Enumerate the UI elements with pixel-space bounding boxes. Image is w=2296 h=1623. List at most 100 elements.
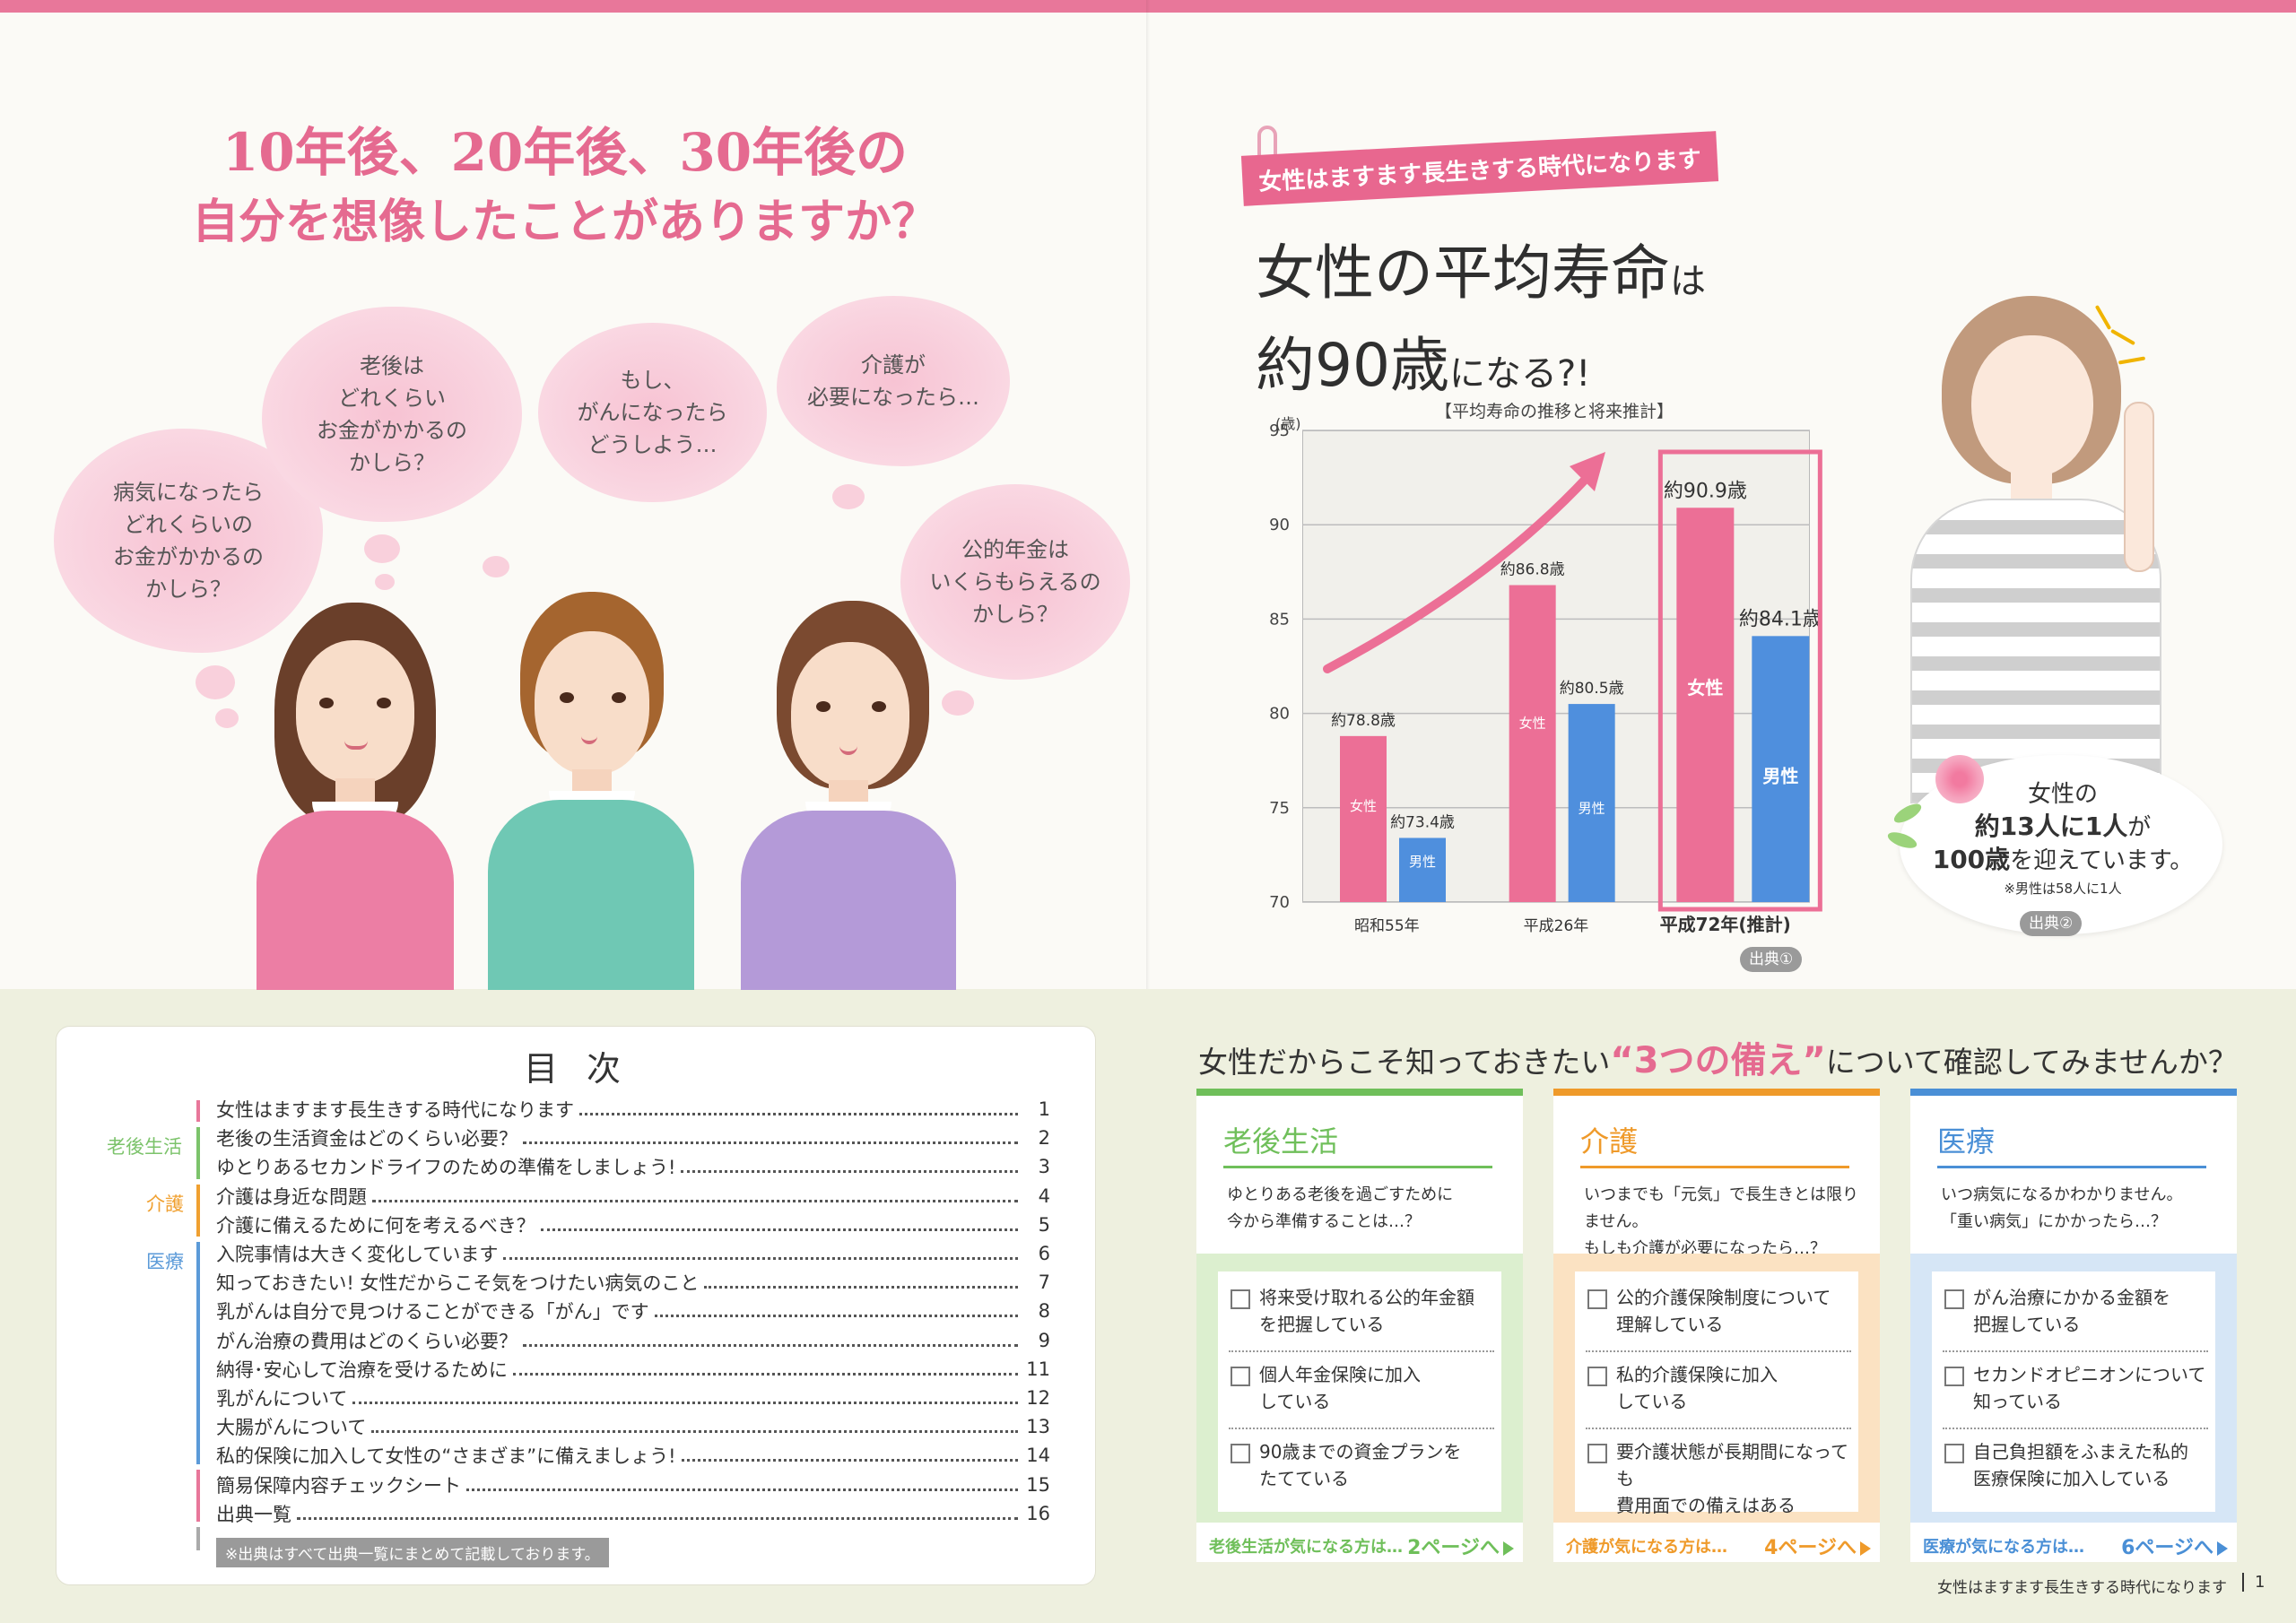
checkbox[interactable] (1231, 1444, 1250, 1463)
toc-title: 目 次 (523, 1049, 631, 1089)
toc-item[interactable]: 入院事情は大きく変化しています 6 (216, 1239, 1050, 1268)
headline-line1: 10年後、20年後、30年後の (222, 122, 909, 183)
toc-leader-dots (503, 1247, 1018, 1260)
checklist-item[interactable]: 個人年金保険に加入 している (1229, 1356, 1494, 1429)
card-page-link[interactable]: 2ページへ (1407, 1532, 1514, 1560)
checklist-text: 将来受け取れる公的年金額 を把握している (1259, 1287, 1474, 1335)
toc-item-page: 1 (1038, 1098, 1050, 1120)
checkbox[interactable] (1587, 1367, 1607, 1386)
toc-item-text: 私的保険に加入して女性の“さまざま”に備えましょう! (216, 1445, 676, 1468)
trend-arrow (1323, 473, 1592, 673)
card-checklist: 将来受け取れる公的年金額 を把握している 個人年金保険に加入 している 90歳までの… (1218, 1271, 1501, 1512)
checklist-text: がん治療にかかる金額を 把握している (1973, 1287, 2170, 1335)
toc-item[interactable]: 大腸がんについて 13 (216, 1412, 1050, 1441)
card-footer-text: 介護が気になる方は… (1566, 1538, 1727, 1557)
checklist-text: 個人年金保険に加入 している (1259, 1364, 1421, 1412)
card-title: 医療 (1937, 1124, 1996, 1159)
toc-leader-dots (372, 1190, 1018, 1202)
data-label: 約80.5歳 (1560, 680, 1624, 698)
toc-item[interactable]: 出典一覧 16 (216, 1499, 1050, 1528)
thought-cloud-pension: 公的年金は いくらもらえるの かしら？ (900, 484, 1130, 680)
bar-male (1399, 838, 1446, 902)
card-page-link[interactable]: 6ページへ (2121, 1532, 2228, 1560)
rose-icon (1935, 755, 1984, 803)
checkbox[interactable] (1587, 1289, 1607, 1309)
card-footer-text: 医療が気になる方は… (1923, 1538, 2084, 1557)
x-tick-label: 平成72年(推計) (1660, 914, 1791, 935)
bar-series-label: 男性 (1762, 766, 1798, 787)
toc-item[interactable]: 乳がんは自分で見つけることができる「がん」です 8 (216, 1297, 1050, 1325)
checklist-item[interactable]: セカンドオピニオンについて 知っている (1943, 1356, 2208, 1429)
toc-leader-dots (540, 1219, 1018, 1231)
thought-cloud-illness: 病気になったら どれくらいの お金がかかるの かしら？ (54, 429, 323, 653)
toc-item-page: 6 (1038, 1243, 1050, 1264)
toc-bar-medical (196, 1242, 200, 1464)
top-color-bar (0, 0, 2296, 13)
toc-item[interactable]: 女性はますます長生きする時代になります 1 (216, 1095, 1050, 1124)
info-text: 女性の 約13人に1人が 100歳を迎えています。 ※男性は58人に1人 (1932, 781, 2194, 897)
toc-item-page: 7 (1038, 1271, 1050, 1294)
y-tick-label: 85 (1269, 610, 1290, 629)
toc-leader-dots (297, 1507, 1018, 1520)
section-tag: 女性はますます長生きする時代になります (1240, 131, 1719, 206)
checkbox[interactable] (1587, 1444, 1607, 1463)
woman-illustration-pink (257, 603, 454, 990)
table-of-contents: 目 次 老後生活 介護 医療 女性はますます長生きする時代になります 1 老後の生活… (56, 1026, 1096, 1585)
data-label: 約84.1歳 (1739, 608, 1822, 630)
prep-title: 女性だからこそ知っておきたい“3つの備え”について確認してみませんか？ (1198, 1040, 2238, 1081)
checklist-item[interactable]: がん治療にかかる金額を 把握している (1943, 1279, 2208, 1352)
toc-item[interactable]: 知っておきたい! 女性だからこそ気をつけたい病気のこと 7 (216, 1268, 1050, 1297)
thought-bubble-dot (483, 556, 509, 577)
y-axis-unit: (歳) (1275, 415, 1301, 432)
toc-leader-dots (681, 1449, 1018, 1462)
checklist-item[interactable]: 私的介護保険に加入 している (1586, 1356, 1851, 1429)
toc-item[interactable]: ゆとりあるセカンドライフのための準備をしましょう! 3 (216, 1152, 1050, 1181)
checklist-item[interactable]: 90歳までの資金プランを たてている (1229, 1433, 1494, 1506)
highlight-box (1657, 449, 1822, 912)
toc-item-text: 乳がんは自分で見つけることができる「がん」です (216, 1301, 649, 1324)
toc-item-text: 老後の生活資金はどのくらい必要？ (216, 1128, 517, 1150)
checkbox[interactable] (1231, 1367, 1250, 1386)
checklist-text: セカンドオピニオンについて 知っている (1973, 1364, 2206, 1412)
bar-male (1568, 704, 1615, 902)
toc-leader-dots (654, 1305, 1018, 1318)
y-tick-label: 70 (1269, 893, 1290, 912)
toc-bar-sources (196, 1527, 200, 1550)
checklist-item[interactable]: 将来受け取れる公的年金額 を把握している (1229, 1279, 1494, 1352)
toc-item[interactable]: 介護に備えるために何を考えるべき？ 5 (216, 1211, 1050, 1239)
toc-item-text: がん治療の費用はどのくらい必要？ (216, 1330, 517, 1352)
toc-item-page: 16 (1026, 1502, 1050, 1524)
arrow-right-icon (1860, 1541, 1871, 1556)
data-label: 約90.9歳 (1664, 480, 1747, 502)
toc-item[interactable]: 老後の生活資金はどのくらい必要？ 2 (216, 1124, 1050, 1152)
checkbox[interactable] (1944, 1444, 1964, 1463)
toc-item[interactable]: 私的保険に加入して女性の“さまざま”に備えましょう! 14 (216, 1441, 1050, 1470)
girl-pointing-illustration (1883, 296, 2179, 803)
toc-item[interactable]: 納得･安心して治療を受けるために 11 (216, 1355, 1050, 1384)
card-title-underline (1580, 1166, 1849, 1168)
thought-bubble-dot (942, 690, 974, 716)
card-page-link[interactable]: 4ページへ (1764, 1532, 1871, 1560)
checkbox[interactable] (1944, 1289, 1964, 1309)
card-footer-link[interactable]: 介護が気になる方は… 4ページへ (1566, 1532, 1871, 1560)
bar-series-label: 男性 (1409, 854, 1436, 870)
checkbox[interactable] (1231, 1289, 1250, 1309)
toc-item-text: 大腸がんについて (216, 1417, 367, 1439)
toc-item-text: 乳がんについて (216, 1388, 348, 1410)
card-checklist-panel: 公的介護保険制度について 理解している 私的介護保険に加入 している 要介護状態が長… (1553, 1254, 1880, 1523)
checkbox[interactable] (1944, 1367, 1964, 1386)
toc-item[interactable]: 簡易保障内容チェックシート 15 (216, 1471, 1050, 1499)
checklist-item[interactable]: 要介護状態が長期間になっても 費用面での備えはある (1586, 1433, 1851, 1516)
toc-item[interactable]: 乳がんについて 12 (216, 1384, 1050, 1412)
prep-card-medical: 医療 いつ病気になるかわかりません。 「重い病気」にかかったら…？ がん治療にかかる… (1910, 1089, 2237, 1562)
toc-item[interactable]: がん治療の費用はどのくらい必要？ 9 (216, 1326, 1050, 1355)
card-footer-link[interactable]: 医療が気になる方は… 6ページへ (1923, 1532, 2228, 1560)
toc-note: ※出典はすべて出典一覧にまとめて記載しております。 (216, 1538, 609, 1567)
toc-item[interactable]: 介護は身近な問題 4 (216, 1182, 1050, 1211)
card-footer-link[interactable]: 老後生活が気になる方は… 2ページへ (1209, 1532, 1514, 1560)
toc-item-page: 4 (1038, 1185, 1050, 1207)
checklist-item[interactable]: 自己負担額をふまえた私的 医療保険に加入している (1943, 1433, 2208, 1506)
prep-card-retirement: 老後生活 ゆとりある老後を過ごすために 今から準備することは…？ 将来受け取れる公的… (1196, 1089, 1523, 1562)
toc-item-text: 納得･安心して治療を受けるために (216, 1358, 508, 1381)
checklist-item[interactable]: 公的介護保険制度について 理解している (1586, 1279, 1851, 1352)
